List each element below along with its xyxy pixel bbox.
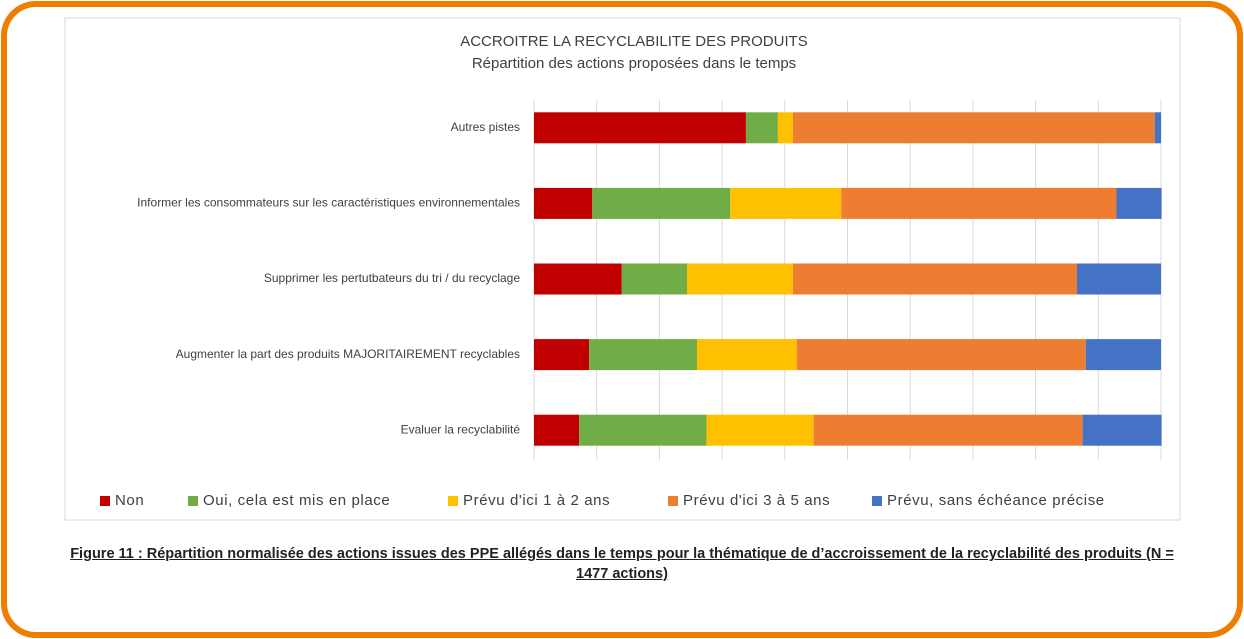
bar-segment: [745, 112, 778, 144]
bar-segment: [841, 187, 1117, 219]
chart-subtitle: Répartition des actions proposées dans l…: [472, 55, 796, 72]
bar-segment: [796, 339, 1086, 371]
bar-segment: [579, 414, 707, 446]
bar-segment: [792, 263, 1077, 295]
bar-segment: [1085, 339, 1161, 371]
legend-swatch: [188, 496, 198, 506]
y-tick-label: Informer les consommateurs sur les carac…: [137, 196, 520, 210]
bar-segment: [792, 112, 1155, 144]
legend-label: Prévu, sans échéance précise: [887, 492, 1105, 509]
bar-segment: [813, 414, 1083, 446]
bar-segment: [686, 263, 793, 295]
y-tick-label: Evaluer la recyclabilité: [401, 422, 521, 436]
bar-segment: [1076, 263, 1161, 295]
legend-label: Prévu d'ici 3 à 5 ans: [683, 492, 830, 509]
legend-swatch: [872, 496, 882, 506]
y-tick-label: Autres pistes: [451, 120, 520, 134]
caption: Figure 11 : Répartition normalisée des a…: [70, 546, 1174, 582]
bar-segment: [1154, 112, 1161, 144]
chart-title: ACCROITRE LA RECYCLABILITE DES PRODUITS: [460, 33, 808, 50]
legend-label: Non: [115, 492, 144, 509]
bar-segment: [706, 414, 814, 446]
legend-label: Prévu d'ici 1 à 2 ans: [463, 492, 610, 509]
bar-segment: [621, 263, 687, 295]
bar-segment: [1082, 414, 1162, 446]
bar-segment: [777, 112, 793, 144]
bar-segment: [534, 112, 746, 144]
y-tick-label: Augmenter la part des produits MAJORITAI…: [176, 347, 520, 361]
bar-segment: [697, 339, 797, 371]
legend-swatch: [668, 496, 678, 506]
bar-segment: [589, 339, 698, 371]
bar-segment: [534, 414, 580, 446]
bar-segment: [534, 187, 593, 219]
legend-swatch: [448, 496, 458, 506]
bar-segment: [534, 339, 590, 371]
bar-segment: [1116, 187, 1162, 219]
y-tick-label: Supprimer les pertutbateurs du tri / du …: [264, 271, 520, 285]
bar-segment: [730, 187, 842, 219]
legend-label: Oui, cela est mis en place: [203, 492, 390, 509]
legend-swatch: [100, 496, 110, 506]
bar-segment: [592, 187, 731, 219]
bar-segment: [534, 263, 622, 295]
